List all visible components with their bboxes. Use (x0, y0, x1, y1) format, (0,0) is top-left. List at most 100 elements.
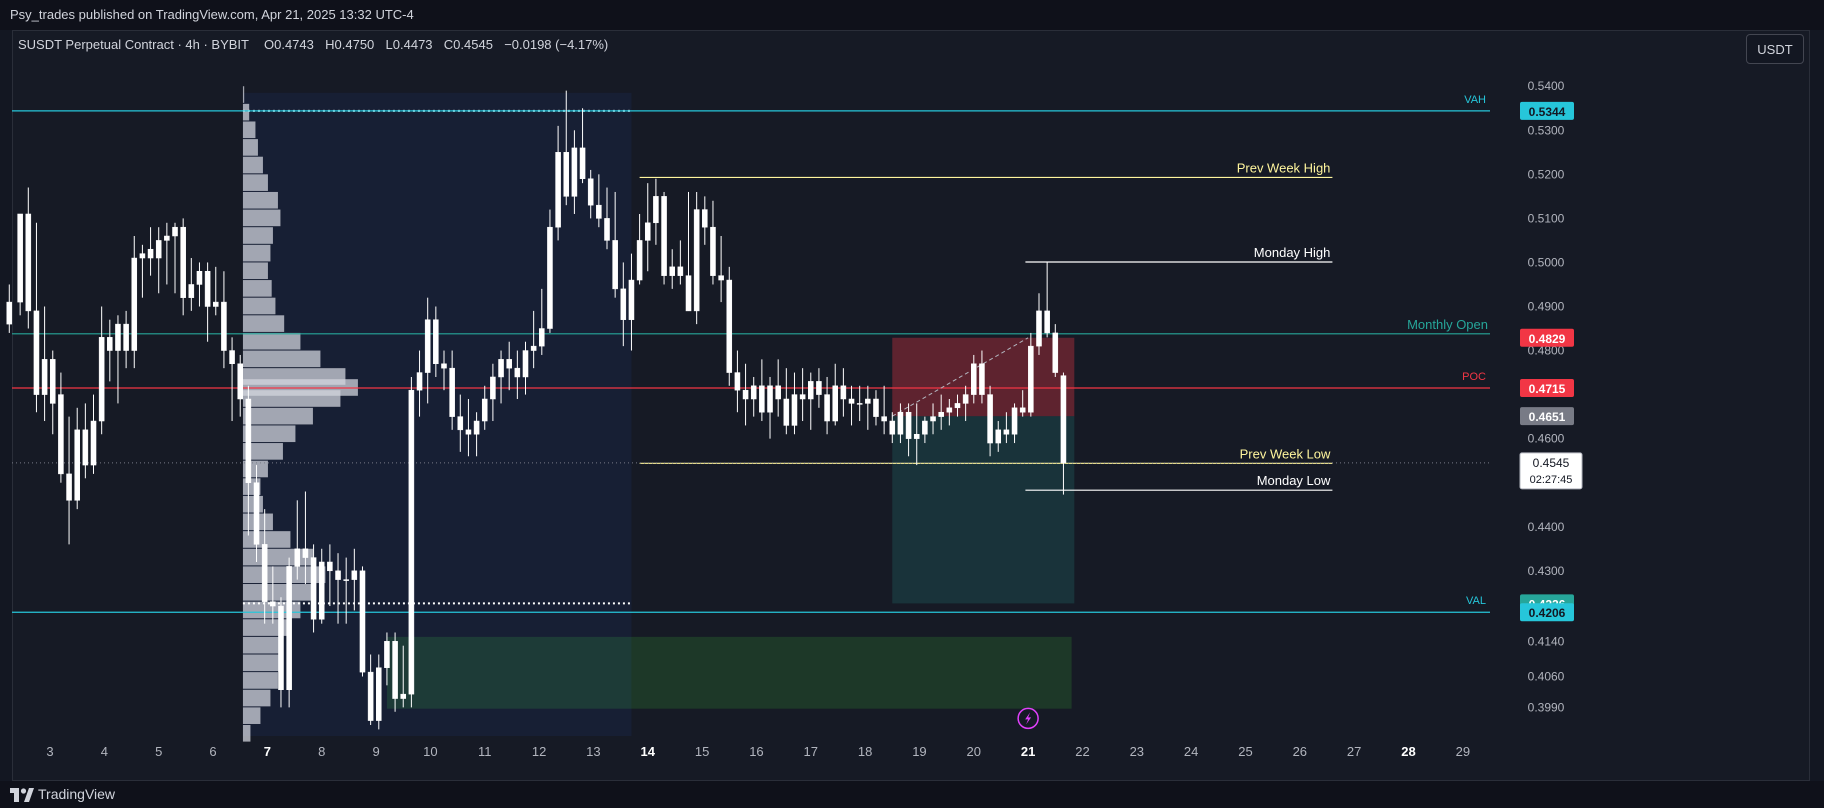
candle-up (865, 398, 871, 404)
last-price-box (1519, 452, 1583, 490)
candle-down (824, 394, 830, 422)
candle-down (302, 548, 309, 558)
x-tick-label: 28 (1401, 744, 1415, 759)
y-tick-label: 0.4140 (1528, 634, 1565, 648)
publish-line: Psy_trades published on TradingView.com,… (10, 7, 414, 22)
candle-down (229, 350, 235, 365)
candle-up (693, 209, 700, 312)
candle-down (66, 473, 72, 501)
high-label: H (325, 37, 335, 52)
candle-up (139, 253, 146, 259)
candle-down (979, 363, 985, 395)
candle-down (620, 288, 627, 320)
candle-down (82, 429, 89, 466)
volume-profile-bar (242, 654, 281, 672)
x-tick-label: 20 (967, 744, 981, 759)
prev-week-high-label: Prev Week High (1237, 160, 1331, 175)
x-tick-label: 27 (1347, 744, 1361, 759)
x-tick-label: 9 (372, 744, 379, 759)
volume-profile-bar (242, 103, 250, 121)
candle-up (522, 350, 529, 378)
candle-up (669, 266, 675, 276)
price-label-box (1520, 378, 1574, 397)
candle-up (400, 693, 407, 699)
candle-down (783, 398, 790, 426)
publish-header: Psy_trades published on TradingView.com,… (0, 0, 1824, 30)
val-label: VAL (1466, 595, 1486, 607)
x-tick-label: 19 (912, 744, 926, 759)
candle-up (74, 429, 80, 501)
change-value: −0.0198 (−4.17%) (504, 37, 609, 52)
candle-down (726, 279, 733, 373)
candle-down (33, 310, 40, 395)
lightning-icon (1017, 707, 1039, 730)
volume-profile-bar (242, 672, 278, 689)
candle-up (498, 359, 504, 378)
candle-down (596, 204, 602, 219)
candle-up (930, 416, 936, 422)
candle-up (384, 641, 390, 668)
candle-up (115, 323, 121, 351)
price-label-box (1520, 603, 1574, 622)
volume-profile-bar (242, 350, 321, 368)
volume-profile-bar (242, 495, 263, 513)
candle-down (840, 385, 847, 400)
candle-up (791, 394, 798, 426)
y-tick-label: 0.4060 (1528, 670, 1565, 684)
tradingview-brand[interactable]: TradingView (38, 786, 116, 802)
candle-down (710, 226, 716, 276)
prev-week-low-label: Prev Week Low (1240, 446, 1331, 461)
candle-down (1060, 375, 1067, 464)
candle-down (245, 398, 252, 483)
volume-profile-bar (242, 407, 313, 425)
candle-down (816, 381, 822, 395)
candle-down (677, 266, 684, 276)
candle-up (90, 420, 97, 466)
volume-profile-bar (242, 425, 296, 443)
currency-unit-button[interactable]: USDT (1746, 34, 1804, 64)
candle-down (359, 570, 366, 673)
x-tick-label: 23 (1130, 744, 1144, 759)
x-tick-label: 18 (858, 744, 872, 759)
x-tick-label: 25 (1238, 744, 1252, 759)
candle-down (587, 178, 594, 206)
volume-profile-bar (242, 280, 272, 297)
x-tick-label: 8 (318, 744, 325, 759)
candle-up (832, 385, 839, 422)
price-label-box (1520, 328, 1574, 347)
candle-up (424, 319, 431, 373)
price-label: 0.4651 (1529, 410, 1566, 424)
symbol-name[interactable]: SUSDT Perpetual Contract · 4h · BYBIT (18, 37, 249, 52)
candle-down (441, 363, 447, 369)
candle-down (563, 152, 570, 197)
candle-down (327, 561, 333, 572)
x-tick-label: 10 (423, 744, 437, 759)
candle-up (343, 579, 349, 581)
candle-up (922, 420, 928, 435)
volume-profile-bar (242, 707, 261, 724)
close-label: C (443, 37, 454, 52)
volume-profile-bar (242, 636, 283, 654)
x-tick-label: 3 (46, 744, 53, 759)
high-value: 0.4750 (334, 37, 375, 52)
close-value: 0.4545 (453, 37, 493, 52)
volume-profile-bar (242, 332, 301, 350)
candle-down (612, 240, 618, 290)
candle-down (1003, 429, 1010, 435)
open-label: O (263, 37, 275, 52)
x-tick-label: 21 (1021, 744, 1035, 759)
candle-down (449, 367, 455, 417)
candle-down (221, 301, 227, 351)
candle-up (1011, 407, 1018, 435)
candle-down (1044, 310, 1050, 334)
candle-down (514, 367, 521, 378)
x-tick-label: 6 (209, 744, 216, 759)
candle-up (1028, 345, 1034, 413)
candle-up (1036, 310, 1042, 347)
candle-down (881, 416, 887, 422)
candle-down (718, 275, 724, 281)
x-tick-label: 26 (1293, 744, 1307, 759)
last-price-countdown: 02:27:45 (1530, 474, 1573, 486)
volume-profile-bar (242, 139, 258, 156)
